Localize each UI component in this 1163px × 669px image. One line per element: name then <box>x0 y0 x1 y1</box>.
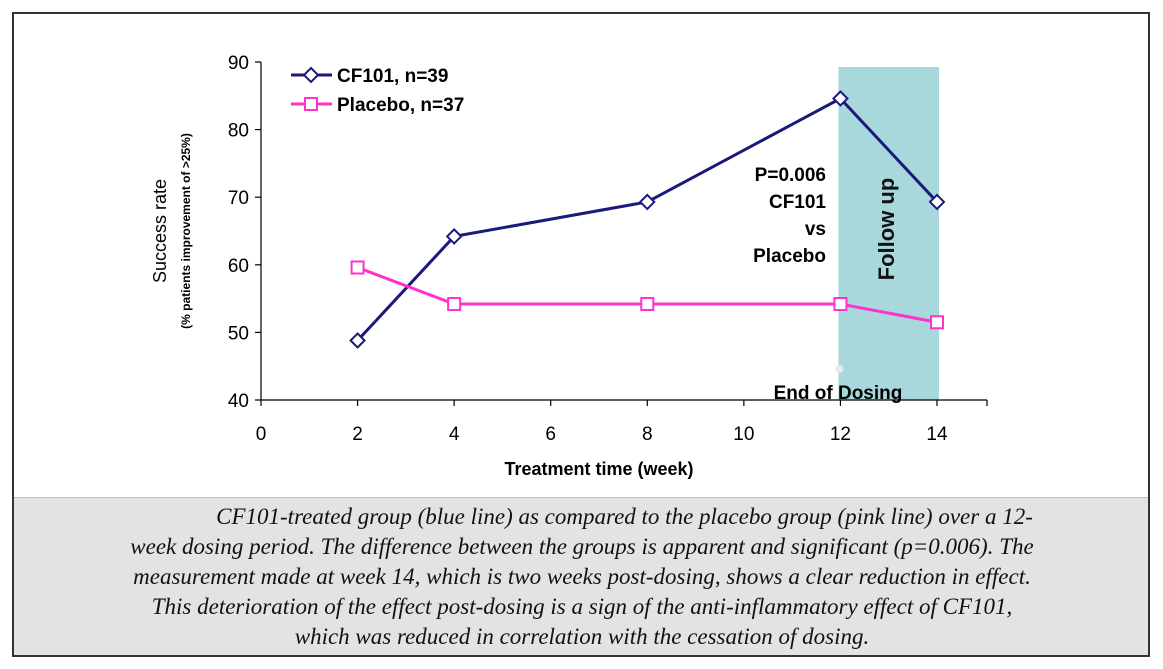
legend-placebo-label: Placebo, n=37 <box>337 95 464 116</box>
pvalue-annotation-line: vs <box>805 219 826 240</box>
y-tick-label: 90 <box>228 53 249 74</box>
y-tick-label: 80 <box>228 121 249 142</box>
end-of-dosing-label: End of Dosing <box>774 383 903 404</box>
y-tick-label: 70 <box>228 188 249 209</box>
y-tick-label: 60 <box>228 256 249 277</box>
x-tick-label: 2 <box>352 424 363 445</box>
cf101-point <box>832 90 849 107</box>
caption-box: CF101-treated group (blue line) as compa… <box>14 497 1148 655</box>
pvalue-annotation-line: CF101 <box>769 192 826 213</box>
cf101-point <box>445 227 463 245</box>
end-dosing-marker <box>835 365 844 373</box>
y-tick-label: 50 <box>228 323 249 344</box>
legend-placebo-marker <box>304 97 318 111</box>
cf101-point <box>349 332 366 349</box>
x-tick-label: 8 <box>642 424 653 445</box>
caption-line-3: measurement made at week 14, which is tw… <box>133 564 1031 589</box>
x-axis-label: Treatment time (week) <box>504 459 693 479</box>
placebo-point <box>640 297 655 312</box>
pvalue-annotation-line: P=0.006 <box>755 165 826 186</box>
cf101-point <box>928 193 946 211</box>
caption-line-2: week dosing period. The difference betwe… <box>130 534 1034 559</box>
x-tick-label: 0 <box>256 424 267 445</box>
placebo-point <box>930 315 944 330</box>
caption-line-5: which was reduced in correlation with th… <box>294 624 870 649</box>
chart: Follow up 40 50 60 70 80 90 0 2 4 6 8 10 12 14 Treatmen… <box>150 53 988 479</box>
legend-cf101-label: CF101, n=39 <box>337 66 448 87</box>
y-axis-sublabel: (% patients improvement of >25%) <box>179 133 193 329</box>
caption-line-4: This deterioration of the effect post-do… <box>151 594 1013 619</box>
x-tick-label: 6 <box>545 424 556 445</box>
x-tick-label: 10 <box>733 424 754 445</box>
x-tick-label: 4 <box>449 424 460 445</box>
follow-up-region <box>838 67 939 400</box>
x-tick-label: 12 <box>830 424 851 445</box>
x-tick-label: 14 <box>926 424 948 445</box>
y-tick-label: 40 <box>228 391 249 412</box>
cf101-point <box>638 193 656 211</box>
legend-cf101-marker <box>302 66 320 84</box>
placebo-point <box>447 297 462 312</box>
caption-line-1: CF101-treated group (blue line) as compa… <box>216 504 1033 529</box>
pvalue-annotation-line: Placebo <box>753 246 826 267</box>
y-axis-label: Success rate <box>150 179 170 283</box>
placebo-point <box>350 260 365 275</box>
follow-up-label: Follow up <box>874 178 899 281</box>
placebo-point <box>833 297 848 312</box>
